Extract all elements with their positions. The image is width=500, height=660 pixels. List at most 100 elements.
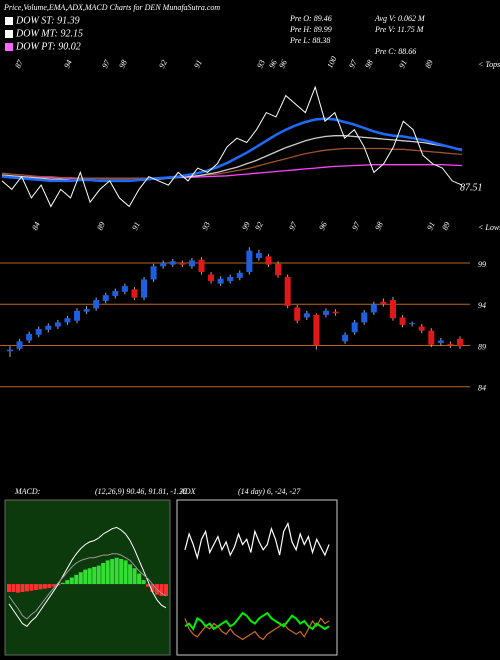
histogram-bar <box>69 577 74 585</box>
legend-swatch <box>5 30 13 38</box>
histogram-bar <box>20 584 25 592</box>
candle-body <box>112 291 119 296</box>
histogram-bar <box>7 584 11 592</box>
legend-swatch <box>5 17 13 25</box>
candle-body <box>418 326 425 331</box>
histogram-bar <box>141 580 146 585</box>
candle-body <box>35 328 42 335</box>
y-tick-label: 89 <box>478 342 486 351</box>
legend-label: DOW ST: 91.39 <box>15 15 80 26</box>
top-label: 91 <box>397 59 409 70</box>
series-line <box>8 553 167 620</box>
low-label: 89 <box>95 221 107 232</box>
low-label: 97 <box>350 220 362 232</box>
low-label: 97 <box>287 220 299 232</box>
top-label: 100 <box>325 55 338 70</box>
panel-subtitle: (14 day) 6, -24, -27 <box>238 487 301 496</box>
candle-body <box>64 318 71 323</box>
low-label: 91 <box>425 221 437 232</box>
candle-body <box>121 286 128 292</box>
candle-body <box>294 307 301 321</box>
panel-subtitle: (12,26,9) 90.46, 91.81, -1.35 <box>95 487 187 496</box>
y-tick-label: 99 <box>478 260 486 269</box>
candle-body <box>131 289 138 298</box>
low-label: 84 <box>30 221 42 232</box>
axis-note: < Tops <box>478 60 500 69</box>
candle-body <box>303 313 310 318</box>
histogram-bar <box>51 584 56 587</box>
histogram-bar <box>114 557 119 585</box>
top-label: 87 <box>13 58 25 70</box>
candle-body <box>160 262 167 267</box>
histogram-bar <box>119 559 124 585</box>
page-title: Price,Volume,EMA,ADX,MACD Charts for DEN… <box>3 3 220 12</box>
candle-body <box>284 276 291 306</box>
series-line <box>1 85 463 208</box>
candle-body <box>236 272 243 278</box>
top-label: 93 <box>255 59 267 70</box>
histogram-bar <box>87 568 92 585</box>
series-line <box>1 117 463 183</box>
candle-body <box>188 260 195 267</box>
series-line <box>8 526 167 627</box>
candle-body <box>275 263 282 276</box>
info-label: Pre C: 88.66 <box>374 47 416 56</box>
histogram-bar <box>159 584 164 596</box>
histogram-bar <box>128 564 133 585</box>
histogram-bar <box>65 580 70 585</box>
candle-body <box>227 276 234 282</box>
info-label: Pre O: 89.46 <box>289 14 332 23</box>
candle-body <box>102 295 109 301</box>
histogram-bar <box>83 569 88 585</box>
histogram-bar <box>137 573 142 585</box>
candle-body <box>399 317 406 325</box>
low-label: 93 <box>200 221 212 232</box>
series-line <box>1 147 463 179</box>
candle-body <box>428 330 435 345</box>
candle-body <box>265 256 272 265</box>
series-line <box>184 611 330 631</box>
histogram-bar <box>38 584 43 590</box>
top-label: 97 <box>347 58 359 70</box>
legend-swatch <box>5 43 13 51</box>
y-tick-label: 94 <box>478 301 486 310</box>
panel <box>4 499 171 656</box>
histogram-bar <box>92 566 97 585</box>
candle-body <box>246 250 253 273</box>
histogram-bar <box>123 560 128 585</box>
histogram-bar <box>47 584 52 589</box>
panel-title: MACD: <box>14 487 41 496</box>
top-label: 92 <box>157 59 169 70</box>
candle-body <box>83 309 90 312</box>
candle-body <box>457 338 463 347</box>
low-label: 92 <box>253 221 265 232</box>
candle-body <box>74 310 81 321</box>
top-label: 96 <box>277 59 289 70</box>
candle-body <box>198 259 205 273</box>
histogram-bar <box>101 563 106 585</box>
legend-label: DOW PT: 90.02 <box>15 41 81 52</box>
low-label: 98 <box>373 221 385 232</box>
candle-body <box>322 310 329 315</box>
candle-body <box>150 266 157 280</box>
series-line <box>184 521 330 561</box>
histogram-bar <box>42 584 47 589</box>
series-line <box>184 617 330 641</box>
histogram-bar <box>96 565 101 585</box>
candle-body <box>332 311 339 314</box>
histogram-bar <box>29 584 34 591</box>
low-label: 99 <box>240 221 252 232</box>
candle-body <box>141 279 148 298</box>
top-label: 91 <box>192 59 204 70</box>
histogram-bar <box>15 584 20 593</box>
candle-body <box>54 322 61 327</box>
candle-body <box>351 322 358 333</box>
panel-title: ADX <box>179 487 197 496</box>
histogram-bar <box>60 582 65 585</box>
candle-body <box>179 262 186 265</box>
candle-body <box>437 340 444 344</box>
histogram-bar <box>24 584 29 592</box>
low-label: 96 <box>317 221 329 232</box>
histogram-bar <box>132 568 137 585</box>
